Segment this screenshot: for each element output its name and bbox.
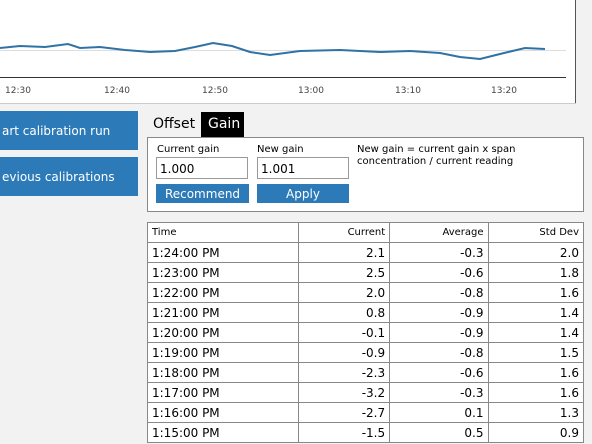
table-row: 1:18:00 PM -2.3 -0.6 1.6 [147,362,585,383]
label: Current gain [157,144,220,155]
table-cell: 1.4 [487,322,585,343]
x-tick-label: 13:00 [298,86,324,96]
tab-active[interactable]: Gain [201,112,244,137]
table-cell: 1:15:00 PM [147,422,299,443]
table-cell: 1:19:00 PM [147,342,299,363]
button[interactable]: evious calibrations [0,157,138,196]
table-cell: -0.1 [297,322,391,343]
chart-bg [0,0,576,103]
table-row: 1:24:00 PM 2.1 -0.3 2.0 [147,242,585,263]
chart: 12:30 12:40 12:50 13:00 13:10 13:20 [0,0,576,104]
table-cell: 2.1 [297,242,391,263]
table-row: 1:22:00 PM 2.0 -0.8 1.6 [147,282,585,303]
table-cell: -0.8 [389,342,489,363]
x-tick-label: 13:20 [491,86,517,96]
table-cell: 1:20:00 PM [147,322,299,343]
table-row: 1:19:00 PM -0.9 -0.8 1.5 [147,342,585,363]
column-header: Average [389,222,489,243]
table-cell: -3.2 [297,382,391,403]
table-row: 1:23:00 PM 2.5 -0.6 1.8 [147,262,585,283]
line [0,41,546,61]
table-row: 1:15:00 PM -1.5 0.5 0.9 [147,422,585,443]
table-cell: 1.6 [487,382,585,403]
table-cell: 1.6 [487,362,585,383]
table-cell: 0.5 [389,422,489,443]
table-cell: 1:24:00 PM [147,242,299,263]
table-cell: 1.6 [487,282,585,303]
table-cell: -0.9 [389,302,489,323]
label: New gain [257,144,304,155]
table-cell: -0.6 [389,362,489,383]
table-cell: 0.1 [389,402,489,423]
input[interactable]: 1.000 [156,157,248,179]
x-tick-label: 12:40 [104,86,130,96]
note: New gain = current gain x span concentra… [357,144,516,167]
button[interactable]: Recommend [156,184,249,203]
button[interactable]: art calibration run [0,111,138,150]
table-cell: 1.4 [487,302,585,323]
x-tick-label: 12:30 [5,86,31,96]
table-cell: 1:18:00 PM [147,362,299,383]
table-cell: 0.9 [487,422,585,443]
table-cell: 1:17:00 PM [147,382,299,403]
table-cell: 1:21:00 PM [147,302,299,323]
table-cell: -2.7 [297,402,391,423]
tab[interactable]: Offset [153,116,196,132]
table-cell: 2.5 [297,262,391,283]
table-cell: -0.9 [297,342,391,363]
column-header: Time [147,222,299,243]
column-header: Std Dev [487,222,585,243]
table-row: 1:20:00 PM -0.1 -0.9 1.4 [147,322,585,343]
button[interactable]: Apply [257,184,349,203]
table-cell: 1.8 [487,262,585,283]
table-cell: -1.5 [297,422,391,443]
table-row: 1:17:00 PM -3.2 -0.3 1.6 [147,382,585,403]
table-cell: 2.0 [297,282,391,303]
table-cell: -0.9 [389,322,489,343]
table-row: 1:21:00 PM 0.8 -0.9 1.4 [147,302,585,323]
table-cell: 1.5 [487,342,585,363]
table-cell: 2.0 [487,242,585,263]
table-cell: 1:23:00 PM [147,262,299,283]
table-cell: 0.8 [297,302,391,323]
table-row: 1:16:00 PM -2.7 0.1 1.3 [147,402,585,423]
table-cell: -0.3 [389,382,489,403]
x-tick-label: 12:50 [202,86,228,96]
table-cell: 1:16:00 PM [147,402,299,423]
table: Time Current Average Std Dev 1:24:00 PM 2.1 -0… [147,222,585,443]
table-cell: -0.8 [389,282,489,303]
x-tick-label: 13:10 [395,86,421,96]
table-cell: 1.3 [487,402,585,423]
column-header: Current [297,222,391,243]
table-cell: -0.3 [389,242,489,263]
input[interactable]: 1.001 [257,157,349,179]
table-cell: 1:22:00 PM [147,282,299,303]
table-cell: -0.6 [389,262,489,283]
table-cell: -2.3 [297,362,391,383]
